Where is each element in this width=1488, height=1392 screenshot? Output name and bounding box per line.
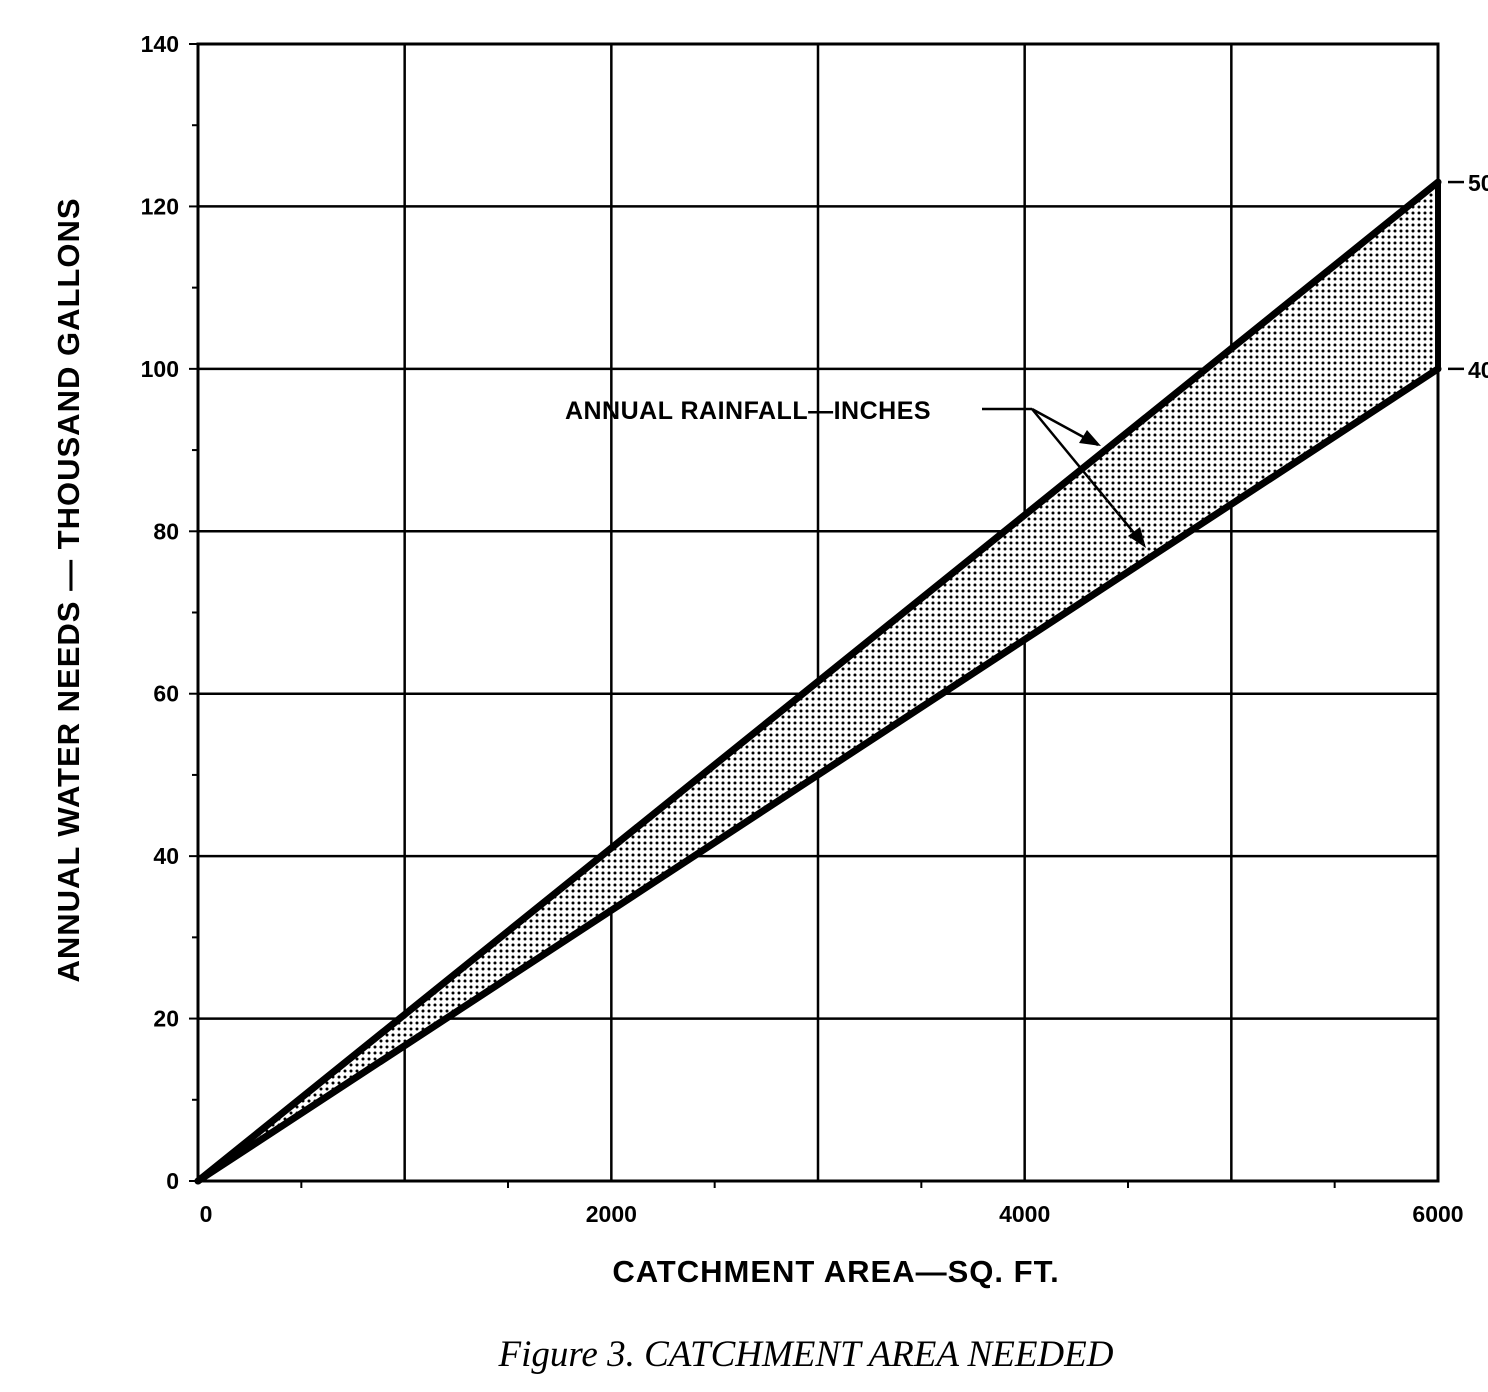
y-tick-label: 40 [153,843,179,869]
annotation-arrow-lower [1031,408,1145,546]
y-tick-label: 100 [141,356,179,382]
x-tick-label: 0 [200,1201,213,1227]
arrowhead-upper [1079,430,1101,446]
x-tick-label: 4000 [999,1201,1050,1227]
annotation-arrowheads [1079,430,1146,548]
series-label-40: 40 [1468,357,1488,383]
series-labels: 50 40 [1448,170,1488,383]
x-tick-label: 6000 [1412,1201,1463,1227]
y-tick-label: 20 [153,1006,179,1032]
x-tick-labels: 0 2000 4000 6000 [200,1201,1464,1227]
series-line-50 [194,178,1442,1185]
minor-ticks [189,43,1336,1188]
arrowhead-lower [1128,527,1146,548]
series-label-50: 50 [1468,170,1488,196]
figure-caption: Figure 3. CATCHMENT AREA NEEDED [498,1334,1114,1375]
y-tick-label: 80 [153,518,179,544]
x-axis-title: CATCHMENT AREA—SQ. FT. [612,1254,1059,1289]
y-tick-label: 120 [141,193,179,219]
x-tick-label: 2000 [586,1201,637,1227]
y-tick-label: 60 [153,681,179,707]
series-line-40 [194,365,1442,1185]
y-tick-labels: 0 20 40 60 80 100 120 140 [141,31,179,1194]
y-tick-label: 0 [166,1168,179,1194]
grid [198,44,1438,1181]
annotation-label: ANNUAL RAINFALL—INCHES [565,397,931,425]
y-tick-label: 140 [141,31,179,57]
y-axis-title: ANNUAL WATER NEEDS — THOUSAND GALLONS [51,197,86,982]
